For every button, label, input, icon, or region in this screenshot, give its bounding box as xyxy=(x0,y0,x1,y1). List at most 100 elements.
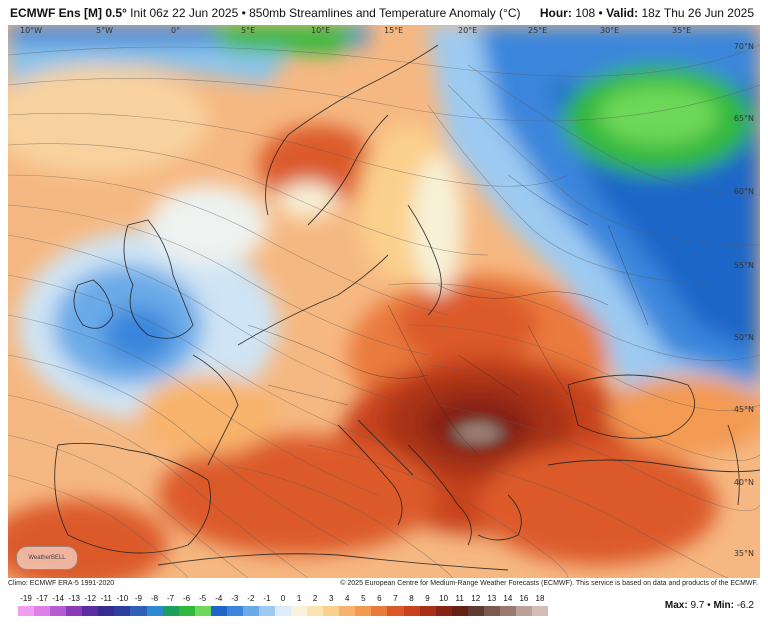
scale-swatch xyxy=(323,606,340,616)
header-bar: ECMWF Ens [M] 0.5° Init 06z 22 Jun 2025 … xyxy=(0,0,768,24)
scale-tick-label: 12 xyxy=(471,594,481,603)
anomaly-map: 10°W 5°W 0° 5°E 10°E 15°E 20°E 25°E 30°E… xyxy=(8,25,760,578)
scale-tick-label: 4 xyxy=(345,594,350,603)
scale-swatch xyxy=(355,606,372,616)
model-name: ECMWF Ens [M] 0.5° xyxy=(10,6,127,20)
scale-tick-label: -12 xyxy=(84,594,97,603)
lon-label: 0° xyxy=(171,26,181,35)
scale-swatch xyxy=(114,606,131,616)
scale-swatch xyxy=(130,606,147,616)
scale-swatch xyxy=(403,606,420,616)
scale-tick-label: 16 xyxy=(519,594,529,603)
scale-tick-label: -6 xyxy=(183,594,191,603)
run-subtitle: Init 06z 22 Jun 2025 • 850mb Streamlines… xyxy=(130,6,521,20)
min-value: -6.2 xyxy=(736,600,754,611)
scale-swatch xyxy=(307,606,324,616)
scale-tick-label: -11 xyxy=(100,594,112,603)
scale-tick-label: -5 xyxy=(199,594,207,603)
lat-label: 65°N xyxy=(733,114,754,123)
scale-swatch xyxy=(242,606,259,616)
lon-label: 5°W xyxy=(96,26,113,35)
scale-swatch xyxy=(435,606,452,616)
scale-swatch xyxy=(98,606,115,616)
scale-swatch xyxy=(146,606,163,616)
scale-swatch xyxy=(419,606,436,616)
max-value: 9.7 xyxy=(690,600,705,611)
scale-swatch xyxy=(66,606,83,616)
lat-label: 50°N xyxy=(733,333,754,342)
scale-tick-label: 0 xyxy=(280,594,286,603)
scale-swatch xyxy=(291,606,308,616)
map-title: ECMWF Ens [M] 0.5° Init 06z 22 Jun 2025 … xyxy=(10,6,520,20)
scale-tick-label: 3 xyxy=(328,594,334,603)
scale-tick-label: -7 xyxy=(166,594,175,603)
scale-tick-label: -14 xyxy=(52,594,64,603)
lon-label: 30°E xyxy=(600,26,620,35)
max-label: Max: xyxy=(664,600,688,611)
max-min-readout: Max: 9.7 • Min: -6.2 xyxy=(664,600,754,611)
scale-tick-label: 10 xyxy=(439,594,449,603)
valid-value: 18z Thu 26 Jun 2025 xyxy=(641,6,754,20)
lon-label: 35°E xyxy=(672,26,692,35)
scale-tick-label: 11 xyxy=(455,594,464,603)
scale-tick-label: 1 xyxy=(296,594,302,603)
scale-tick-label: 14 xyxy=(503,594,513,603)
lon-label: 15°E xyxy=(384,26,404,35)
lat-label: 70°N xyxy=(733,42,754,51)
hour-value: 108 xyxy=(575,6,596,20)
scale-tick-label: -3 xyxy=(231,594,239,603)
map-graphic xyxy=(8,25,760,578)
scale-swatch xyxy=(499,606,516,616)
valid-label: Valid: xyxy=(606,6,639,20)
scale-swatch xyxy=(50,606,67,616)
scale-tick-label: 13 xyxy=(487,594,497,603)
scale-swatch xyxy=(162,606,179,616)
scale-swatch xyxy=(467,606,484,616)
scale-swatch xyxy=(194,606,211,616)
scale-swatch xyxy=(515,606,532,616)
scale-swatch xyxy=(483,606,500,616)
scale-swatch xyxy=(371,606,388,616)
lat-label: 55°N xyxy=(733,261,754,270)
scale-tick-label: -8 xyxy=(150,594,159,603)
scale-swatch xyxy=(178,606,195,616)
lon-label: 20°E xyxy=(458,26,478,35)
color-scale: -19 -17 -14 -13 -12 -11 -10 -9 -8 -7 -6 -5 -4 -3 -2 -1 0… xyxy=(18,594,549,622)
scale-bar xyxy=(18,606,549,616)
scale-swatch xyxy=(339,606,356,616)
scale-swatch xyxy=(532,606,549,616)
scale-tick-label: 8 xyxy=(409,594,414,603)
lon-label: 10°E xyxy=(311,26,331,35)
scale-tick-label: 6 xyxy=(377,594,382,603)
scale-swatch xyxy=(258,606,275,616)
scale-tick-label: -2 xyxy=(247,594,255,603)
scale-tick-label: -19 xyxy=(20,594,32,603)
scale-swatch xyxy=(226,606,243,616)
scale-swatch xyxy=(82,606,99,616)
scale-swatch xyxy=(210,606,227,616)
scale-tick-label: 2 xyxy=(312,594,318,603)
scale-tick-label: -9 xyxy=(134,594,142,603)
lat-label: 40°N xyxy=(733,478,754,487)
min-label: Min: xyxy=(713,600,734,611)
scale-tick-label: 5 xyxy=(361,594,366,603)
lon-label: 10°W xyxy=(20,26,43,35)
scale-tick-label: 18 xyxy=(535,594,545,603)
scale-tick-label: 9 xyxy=(425,594,430,603)
scale-swatch xyxy=(275,606,292,616)
scale-tick-label: -1 xyxy=(263,594,271,603)
scale-swatch xyxy=(18,606,35,616)
scale-tick-label: -13 xyxy=(68,594,80,603)
scale-tick-label: 7 xyxy=(393,594,398,603)
scale-tick-label: -4 xyxy=(215,594,223,603)
lat-label: 35°N xyxy=(733,549,754,558)
climo-note: Climo: ECMWF ERA-5 1991-2020 xyxy=(8,580,115,587)
copyright-note: © 2025 European Centre for Medium-Range … xyxy=(340,580,758,587)
lat-label: 60°N xyxy=(733,187,754,196)
lat-label: 45°N xyxy=(733,405,754,414)
scale-tick-label: -10 xyxy=(116,594,129,603)
weatherbell-logo: WeatherBELL xyxy=(16,546,78,570)
lon-label: 25°E xyxy=(528,26,548,35)
scale-swatch xyxy=(451,606,468,616)
lon-label: 5°E xyxy=(241,26,256,35)
